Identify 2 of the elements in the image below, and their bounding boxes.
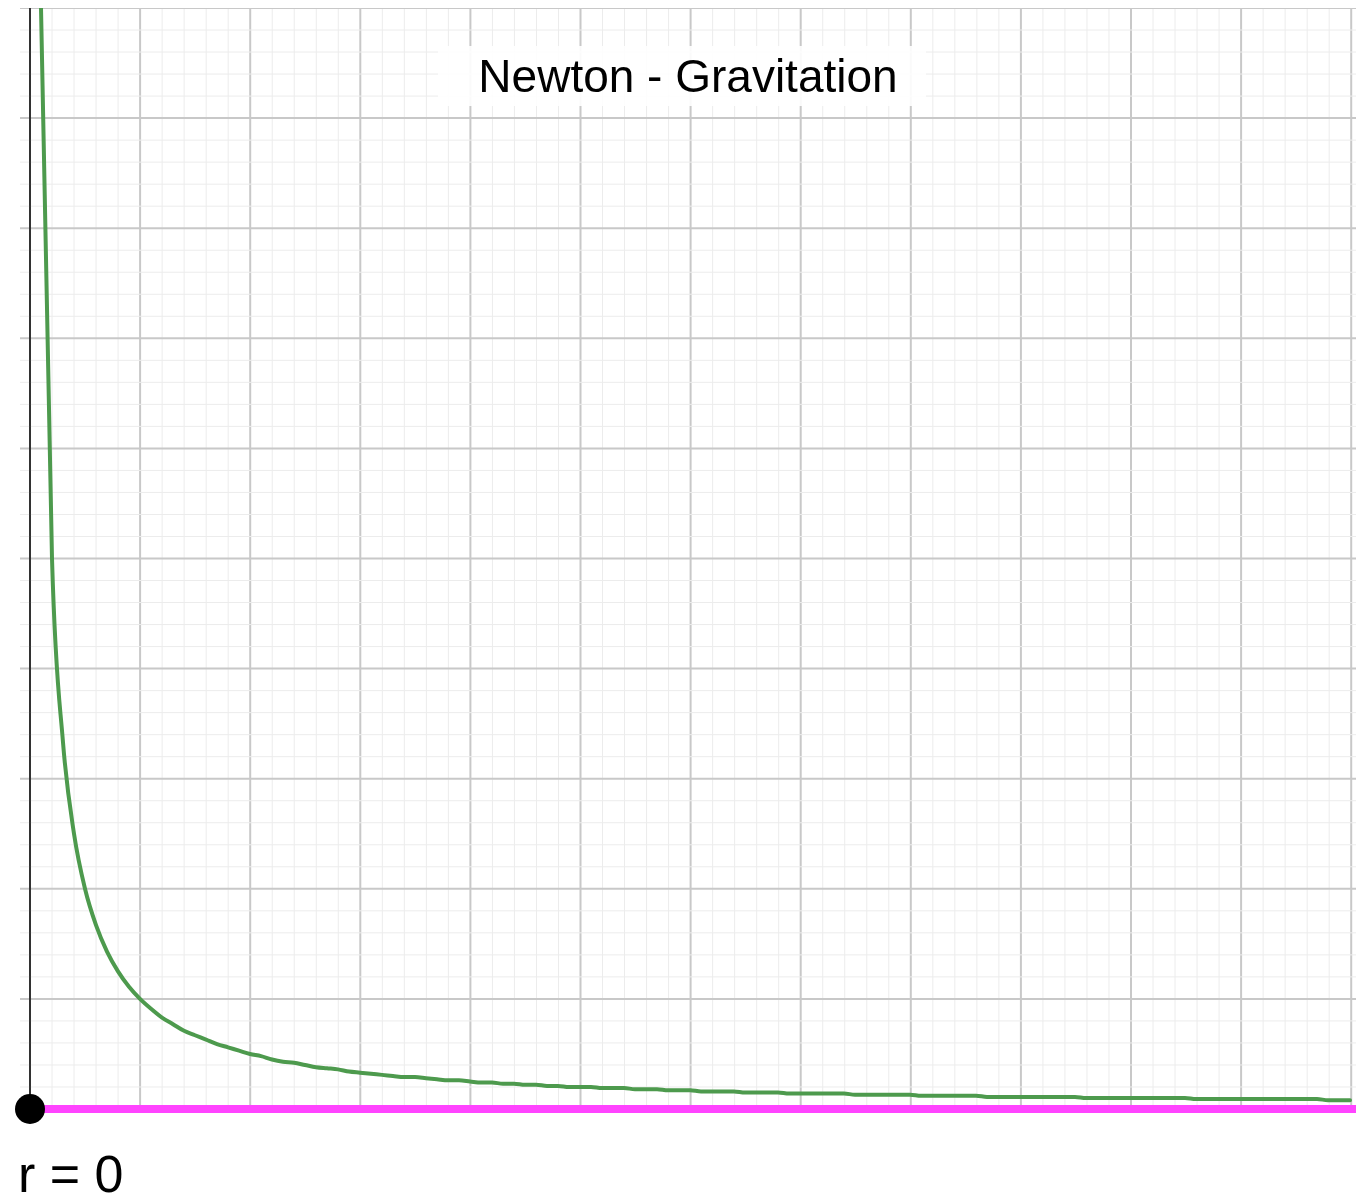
text: Newton - Gravitation — [478, 50, 898, 102]
annotation: r = 0 — [18, 1145, 124, 1203]
